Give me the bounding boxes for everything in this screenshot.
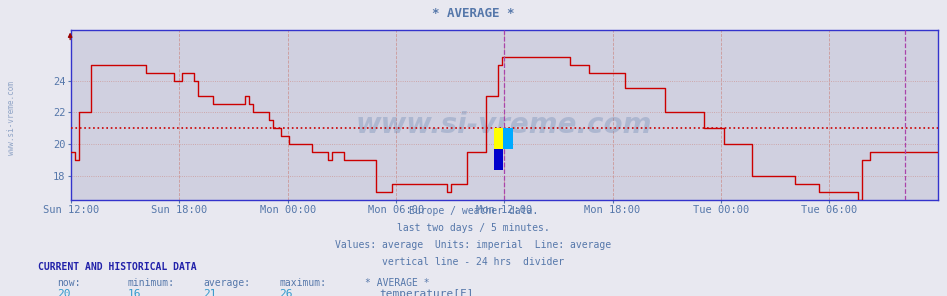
Text: minimum:: minimum: [128, 278, 175, 288]
Text: * AVERAGE *: * AVERAGE * [432, 7, 515, 20]
Text: CURRENT AND HISTORICAL DATA: CURRENT AND HISTORICAL DATA [38, 262, 197, 272]
Text: now:: now: [57, 278, 80, 288]
Text: average:: average: [204, 278, 251, 288]
Text: 21: 21 [204, 289, 217, 296]
Text: 26: 26 [279, 289, 293, 296]
Text: Values: average  Units: imperial  Line: average: Values: average Units: imperial Line: av… [335, 240, 612, 250]
Text: * AVERAGE *: * AVERAGE * [365, 278, 429, 288]
Text: temperature[F]: temperature[F] [379, 289, 474, 296]
Text: Europe / weather data.: Europe / weather data. [409, 206, 538, 216]
Text: 16: 16 [128, 289, 141, 296]
Text: 20: 20 [57, 289, 70, 296]
Text: www.si-vreme.com: www.si-vreme.com [7, 81, 16, 155]
Bar [494, 128, 504, 149]
Text: maximum:: maximum: [279, 278, 327, 288]
Bar [504, 128, 513, 149]
Text: www.si-vreme.com: www.si-vreme.com [356, 111, 652, 139]
Bar [494, 149, 504, 170]
Text: last two days / 5 minutes.: last two days / 5 minutes. [397, 223, 550, 233]
Text: vertical line - 24 hrs  divider: vertical line - 24 hrs divider [383, 257, 564, 267]
